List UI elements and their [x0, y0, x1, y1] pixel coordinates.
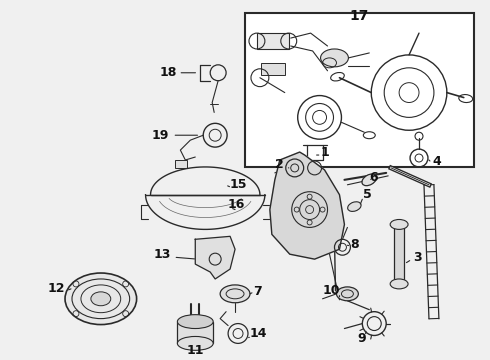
Ellipse shape	[337, 287, 358, 301]
Text: 3: 3	[413, 251, 421, 264]
Ellipse shape	[320, 49, 348, 67]
Text: 9: 9	[357, 332, 366, 345]
Ellipse shape	[220, 285, 250, 303]
Bar	[261, 63, 285, 75]
Bar	[177, 321, 213, 343]
Ellipse shape	[348, 202, 361, 211]
Text: 11: 11	[187, 344, 204, 357]
Text: 5: 5	[363, 188, 372, 201]
Text: 14: 14	[249, 327, 267, 340]
Text: 10: 10	[323, 284, 340, 297]
Text: 17: 17	[350, 9, 369, 23]
Text: 2: 2	[275, 158, 284, 171]
Text: 4: 4	[433, 156, 441, 168]
Text: 19: 19	[152, 129, 169, 142]
Text: 12: 12	[48, 282, 65, 295]
Polygon shape	[270, 152, 344, 259]
Ellipse shape	[390, 220, 408, 229]
Polygon shape	[196, 236, 235, 279]
Text: 1: 1	[320, 145, 329, 158]
Text: 16: 16	[227, 198, 245, 211]
Text: 13: 13	[154, 248, 171, 261]
Text: 8: 8	[350, 238, 359, 251]
Ellipse shape	[390, 279, 408, 289]
Bar	[257, 33, 289, 49]
Text: 15: 15	[229, 178, 247, 191]
Ellipse shape	[177, 337, 213, 350]
Ellipse shape	[91, 292, 111, 306]
Ellipse shape	[177, 315, 213, 329]
Text: 6: 6	[369, 171, 378, 184]
Ellipse shape	[65, 273, 137, 325]
Ellipse shape	[362, 174, 377, 186]
Bar	[245, 13, 474, 167]
Bar	[175, 160, 187, 168]
Bar	[394, 224, 404, 284]
Text: 18: 18	[160, 66, 177, 79]
Text: 7: 7	[253, 285, 262, 298]
